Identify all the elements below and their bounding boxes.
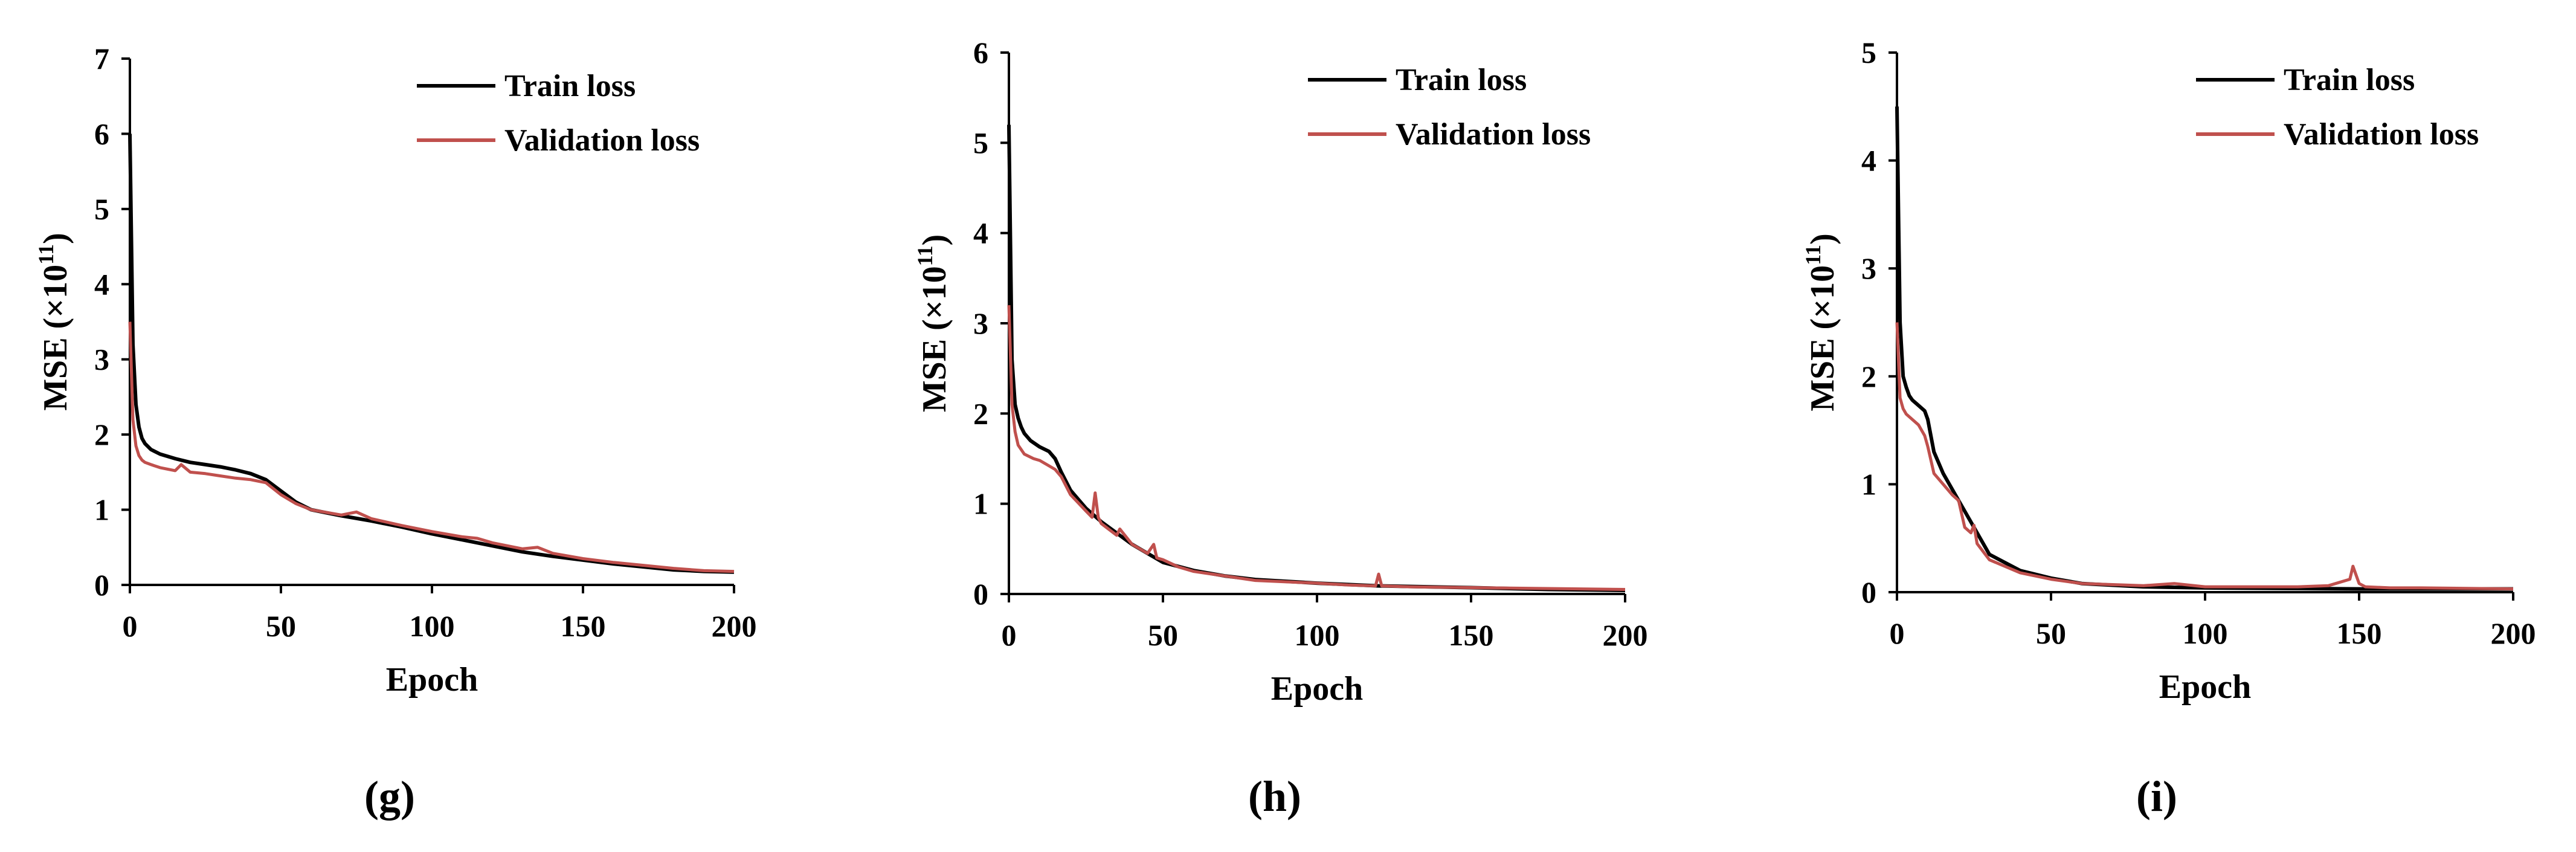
chart-g-y-tick-label: 1 [94,493,109,527]
chart-i-y-tick-label: 5 [1861,36,1876,69]
chart-g-y-tick-label: 4 [94,267,109,301]
chart-i-y-tick-label: 3 [1861,251,1876,285]
chart-panel-g: 0 1 2 3 4 5 6 7 0 50 100 150 200 Epoch MSE (×1011) Trai… [34,42,757,821]
chart-h-x-tick-label: 200 [1603,618,1648,652]
chart-h-y-axis-label: MSE (×1011) [913,234,953,413]
chart-g-y-tick-label: 2 [94,418,109,451]
chart-i-x-tick-label: 200 [2491,616,2536,650]
chart-i-y-tick-label: 2 [1861,360,1876,393]
chart-h-y-tick-label: 4 [973,216,988,250]
chart-i-legend-validation-label: Validation loss [2284,117,2479,152]
chart-i-series-train-line [1895,106,2513,591]
chart-i-y-tick-label: 4 [1861,144,1876,178]
chart-g-y-axis-label: MSE (×1011) [34,233,74,411]
chart-i-series-validation-line [1895,322,2514,591]
chart-g-legend-train-label: Train loss [504,69,636,103]
chart-h-panel-label: (h) [1248,772,1301,821]
chart-g-x-tick-label: 100 [410,609,455,643]
chart-panel-h: 0 1 2 3 4 5 6 0 50 100 150 200 Epoch MSE (×1011) Train… [913,36,1648,821]
chart-g-y-tick-label: 0 [94,568,109,602]
chart-i-y-tick-label: 1 [1861,467,1876,501]
chart-h-x-tick-label: 50 [1148,618,1178,652]
y-label-superscript: 11 [34,244,58,265]
chart-g-y-tick-label: 3 [94,343,109,376]
y-label-superscript: 11 [1801,245,1825,265]
y-label-close: ) [1804,233,1841,245]
chart-g-y-tick-label: 7 [94,42,109,76]
chart-g-series-validation-line [128,321,735,573]
chart-h-legend-train-label: Train loss [1396,63,1527,97]
chart-h-y-tick-label: 0 [973,577,988,611]
chart-i-y-axis-label: MSE (×1011) [1801,233,1841,411]
chart-h-x-axis-label: Epoch [1271,670,1364,708]
chart-h-series-validation-line [1007,305,1626,591]
chart-g-series-train-line [128,134,735,574]
chart-h-legend-validation-label: Validation loss [1396,117,1591,152]
chart-g-y-tick-label: 6 [94,117,109,150]
chart-i-legend-train-label: Train loss [2284,63,2415,97]
y-label-close: ) [916,234,953,246]
chart-g-x-tick-label: 150 [561,609,606,643]
chart-g-y-tick-label: 5 [94,192,109,226]
chart-i-x-tick-label: 0 [1890,616,1905,650]
chart-g-x-tick-label: 50 [266,609,296,643]
chart-i-panel-label: (i) [2136,772,2177,821]
chart-h-x-tick-label: 150 [1449,618,1494,652]
y-label-text: MSE (×10 [916,266,953,412]
chart-g-panel-label: (g) [364,772,415,821]
chart-g-x-axis-label: Epoch [386,661,478,699]
chart-g-x-tick-label: 0 [123,609,138,643]
chart-h-y-tick-label: 5 [973,126,988,160]
chart-g-x-tick-label: 200 [712,609,757,643]
chart-i-x-tick-label: 100 [2183,616,2228,650]
y-label-close: ) [37,233,74,244]
chart-h-y-tick-label: 1 [973,487,988,521]
y-label-text: MSE (×10 [1804,265,1841,411]
chart-h-x-tick-label: 100 [1295,618,1340,652]
chart-i-y-tick-label: 0 [1861,575,1876,609]
chart-i-x-tick-label: 50 [2036,616,2066,650]
y-label-text: MSE (×10 [37,265,74,411]
chart-i-x-tick-label: 150 [2337,616,2382,650]
chart-h-x-tick-label: 0 [1002,618,1017,652]
chart-h-y-tick-label: 3 [973,306,988,340]
chart-g-legend-validation-label: Validation loss [504,123,700,158]
y-label-superscript: 11 [913,245,937,266]
chart-i-x-axis-label: Epoch [2159,668,2252,706]
chart-h-y-tick-label: 2 [973,396,988,430]
chart-h-y-tick-label: 6 [973,36,988,69]
